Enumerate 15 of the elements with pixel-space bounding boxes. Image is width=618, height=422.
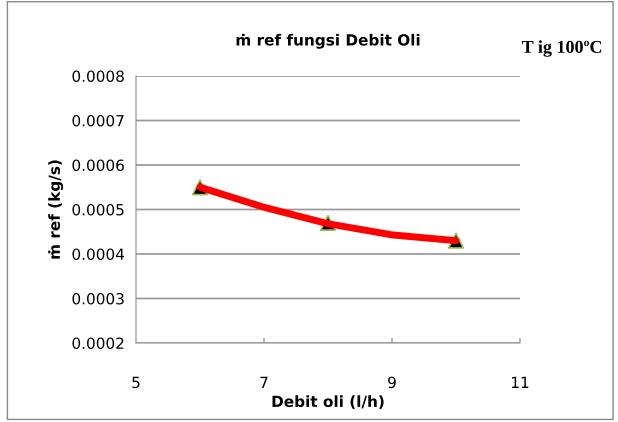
y-tick-label: 0.0002 [72, 337, 124, 350]
y-tick-label: 0.0008 [72, 70, 124, 82]
x-tick-label: 11 [512, 376, 528, 388]
x-axis-title: Debit oli (l/h) [272, 395, 384, 409]
y-tick-label: 0.0005 [72, 204, 124, 216]
x-tick-label: 7 [260, 376, 268, 388]
y-axis-title: ṁ ref (kg/s) [48, 160, 64, 259]
y-tick-label: 0.0006 [72, 159, 124, 172]
x-tick-label: 5 [132, 376, 140, 388]
chart-title: ṁ ref fungsi Debit Oli [236, 34, 420, 49]
y-tick-label: 0.0003 [72, 292, 124, 305]
x-tick-label: 9 [388, 376, 396, 388]
y-tick-label: 0.0007 [72, 114, 124, 127]
y-tick-label: 0.0004 [72, 248, 124, 260]
text: T ig 100ºC [522, 40, 602, 57]
